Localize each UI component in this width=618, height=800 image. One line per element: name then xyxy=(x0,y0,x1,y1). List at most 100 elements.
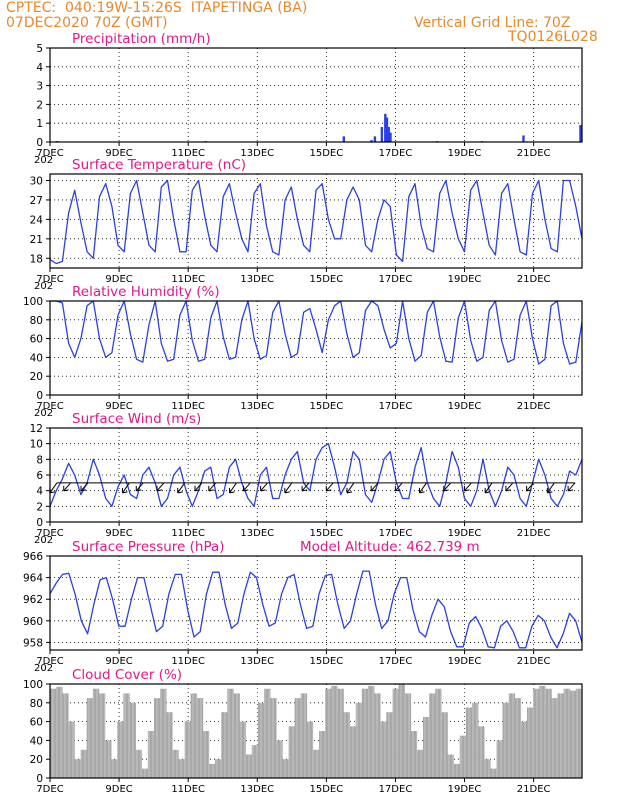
cloud-bar xyxy=(86,698,94,778)
cloud-bar xyxy=(184,721,191,778)
rh-xtick-label: 19DEC xyxy=(448,401,482,412)
wind-panel xyxy=(46,427,583,526)
wind-arrow xyxy=(526,482,535,492)
cloud-bar xyxy=(441,712,448,778)
wind-xtick-label: 11DEC xyxy=(171,528,205,539)
cloud-bar xyxy=(264,688,271,778)
cloud-bar xyxy=(270,698,277,778)
pressure-xtick-label: 13DEC xyxy=(240,656,274,667)
wind-arrow xyxy=(49,482,58,494)
wind-arrow-head xyxy=(301,485,308,492)
precip-bar xyxy=(389,132,392,142)
wind-ytick-label: 8 xyxy=(36,454,43,466)
wind-arrow-head xyxy=(370,485,377,492)
temp-ytick-label: 24 xyxy=(30,214,44,226)
wind-arrow xyxy=(346,482,355,494)
wind-arrow-head xyxy=(177,487,183,494)
cloud-bar xyxy=(337,688,344,778)
wind-ytick-label: 10 xyxy=(30,439,43,451)
temp-ytick-label: 21 xyxy=(30,234,43,246)
cloud-bar xyxy=(520,721,528,778)
precip-bar xyxy=(373,136,377,142)
cloud-bar xyxy=(233,693,240,778)
wind-arrow xyxy=(194,482,203,492)
cloud-bar xyxy=(539,685,546,778)
cloud-bar xyxy=(300,693,308,778)
precip-xtick-label: 13DEC xyxy=(240,148,274,159)
precip-bar xyxy=(370,140,373,142)
pressure-annotation: Model Altitude: 462.739 m xyxy=(300,539,480,555)
temp-panel xyxy=(46,173,583,272)
cloud-bar xyxy=(312,749,320,778)
wind-arrow-head xyxy=(443,485,449,492)
cloud-bar xyxy=(471,702,479,778)
cloud-bar xyxy=(160,688,167,778)
pressure-year-fragment: 202 xyxy=(34,663,53,674)
cloud-bar xyxy=(490,768,497,778)
rh-ytick-label: 100 xyxy=(23,296,43,308)
cloud-bar xyxy=(117,721,124,778)
precip-ytick-label: 3 xyxy=(36,81,43,93)
wind-arrow-head xyxy=(346,487,353,494)
cloud-bar xyxy=(447,754,454,778)
rh-xtick-label: 7DEC xyxy=(36,401,63,412)
precip-ytick-label: 4 xyxy=(36,62,43,74)
precip-year-fragment: 202 xyxy=(34,155,53,166)
wind-xtick-label: 17DEC xyxy=(379,528,413,539)
cloud-xtick-label: 17DEC xyxy=(379,784,413,795)
wind-year-fragment: 202 xyxy=(34,535,53,546)
wind-arrow-head xyxy=(229,487,235,494)
cloud-bar xyxy=(196,698,204,778)
cloud-bar xyxy=(435,688,442,778)
precip-xtick-label: 15DEC xyxy=(309,148,343,159)
wind-arrow xyxy=(208,482,217,492)
wind-arrow-head xyxy=(505,485,512,492)
wind-arrow-head xyxy=(546,487,553,494)
precip-xtick-label: 11DEC xyxy=(171,148,205,159)
cloud-ytick-label: 60 xyxy=(30,717,43,729)
cloud-bar xyxy=(202,731,210,778)
temp-xtick-label: 11DEC xyxy=(171,274,205,285)
temp-year-fragment: 202 xyxy=(34,281,53,292)
wind-arrow-head xyxy=(242,485,249,492)
cloud-bar xyxy=(319,731,326,778)
cloud-bar xyxy=(355,702,363,778)
cloud-bar xyxy=(484,759,491,778)
wind-title: Surface Wind (m/s) xyxy=(72,411,201,427)
wind-arrow xyxy=(135,482,144,492)
rh-xtick-label: 13DEC xyxy=(240,401,274,412)
cloud-bar xyxy=(575,688,583,778)
wind-arrow xyxy=(464,482,472,492)
pressure-xtick-label: 17DEC xyxy=(379,656,413,667)
precip-xtick-label: 21DEC xyxy=(517,148,551,159)
cloud-bar xyxy=(410,731,418,778)
cloud-bar xyxy=(325,688,332,778)
precip-ytick-label: 1 xyxy=(36,118,43,130)
cloud-bar xyxy=(62,693,69,778)
wind-arrow-head xyxy=(284,487,290,494)
pressure-xtick-label: 15DEC xyxy=(309,656,343,667)
temp-xtick-label: 19DEC xyxy=(448,274,482,285)
rh-xtick-label: 11DEC xyxy=(171,401,205,412)
wind-xtick-label: 13DEC xyxy=(240,528,274,539)
wind-arrow xyxy=(80,482,89,492)
pressure-ytick-label: 960 xyxy=(23,616,43,628)
wind-xtick-label: 19DEC xyxy=(448,528,482,539)
wind-xtick-label: 15DEC xyxy=(309,528,343,539)
precip-bar xyxy=(579,125,582,142)
wind-ytick-label: 4 xyxy=(36,486,43,498)
wind-arrow-head xyxy=(80,485,87,492)
cloud-bar xyxy=(98,693,106,778)
wind-arrow-head xyxy=(325,485,332,492)
header-location: CPTEC: 040:19W-15:26S ITAPETINGA (BA) xyxy=(6,0,308,16)
cloud-bar xyxy=(380,721,387,778)
cloud-xtick-label: 11DEC xyxy=(171,784,205,795)
temp-ytick-label: 18 xyxy=(30,253,43,265)
rh-frame xyxy=(49,300,583,396)
wind-arrow xyxy=(63,482,72,492)
wind-ytick-label: 0 xyxy=(36,517,43,529)
cloud-ytick-label: 20 xyxy=(30,754,43,766)
temp-frame xyxy=(49,173,583,269)
cloud-bar xyxy=(288,726,295,778)
